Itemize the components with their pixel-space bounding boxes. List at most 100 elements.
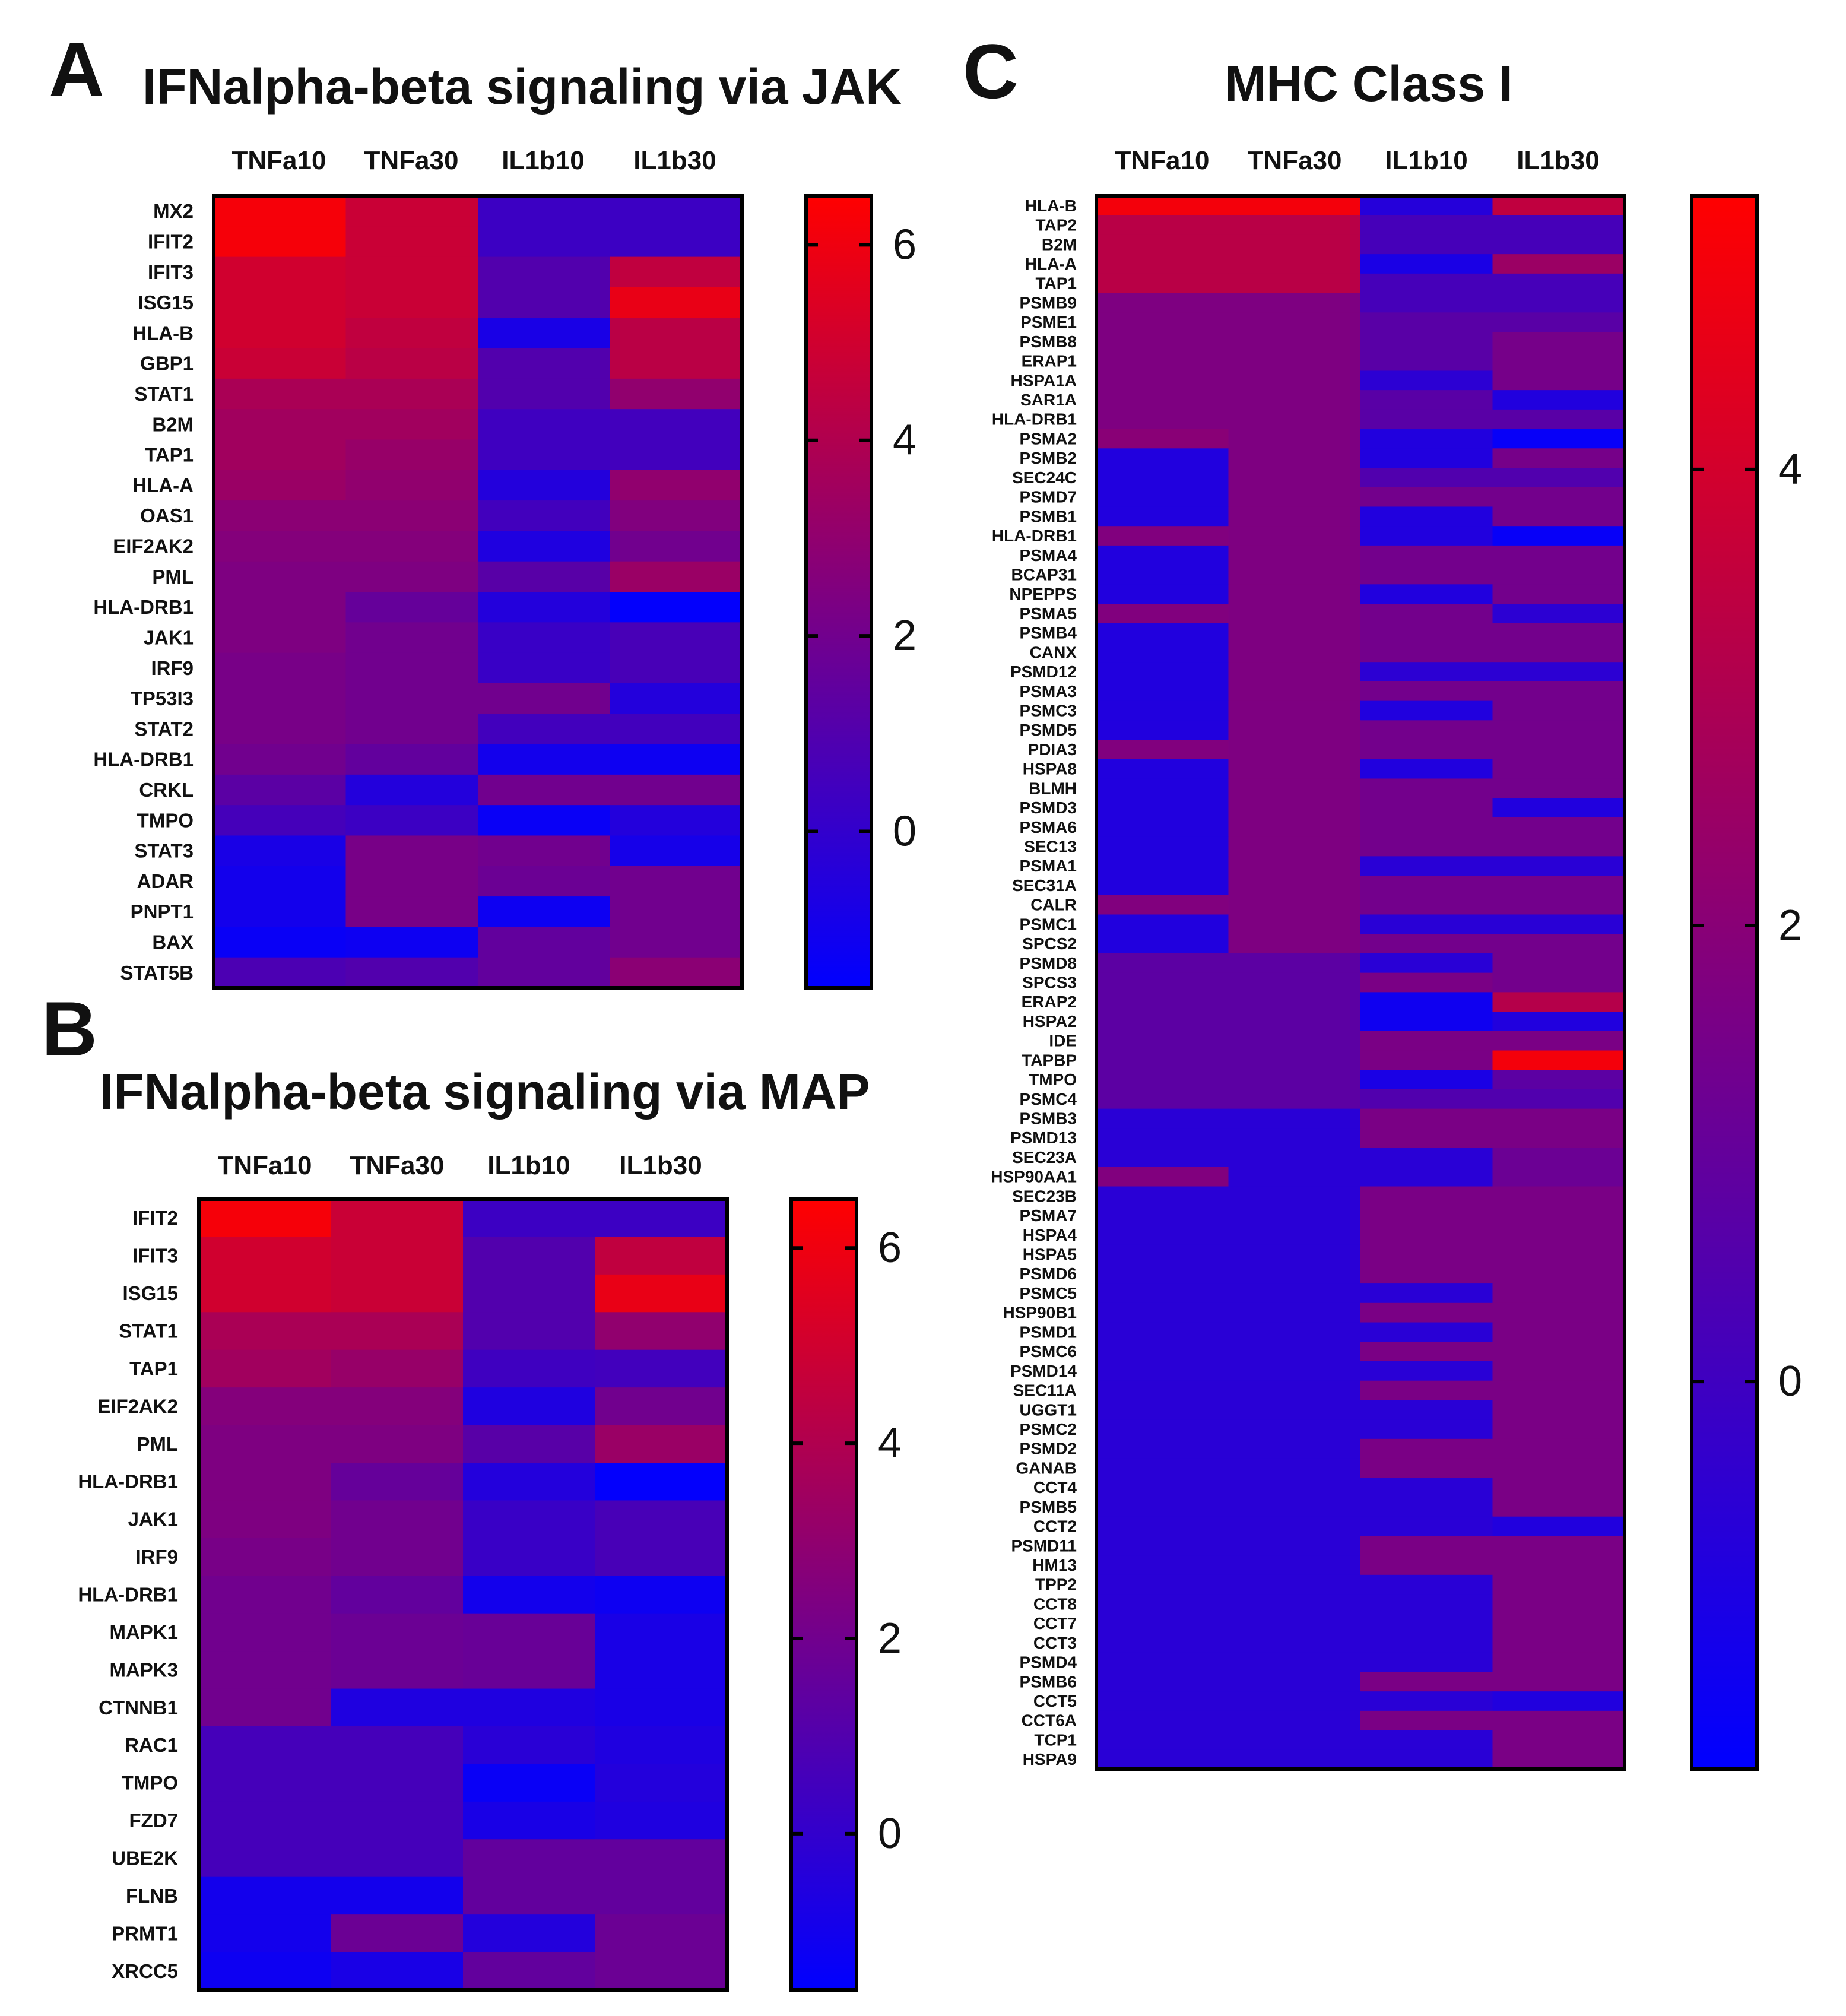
heatmap-cell [331, 1463, 464, 1501]
heatmap-cell [595, 1801, 728, 1840]
heatmap-cell [1360, 254, 1493, 274]
heatmap-cell [595, 1538, 728, 1576]
row-label: HLA-DRB1 [992, 410, 1077, 429]
heatmap-cell [1228, 254, 1361, 274]
heatmap-cell [345, 927, 478, 958]
row-label: PNPT1 [131, 901, 194, 923]
heatmap-cell [199, 1576, 332, 1614]
row-label: BCAP31 [1011, 565, 1077, 584]
heatmap-cell [1360, 1128, 1493, 1148]
heatmap-cell [478, 866, 611, 897]
heatmap-cell [331, 1199, 464, 1238]
heatmap-cell [610, 226, 743, 258]
heatmap-cell [1228, 740, 1361, 760]
row-label: HM13 [1032, 1556, 1077, 1574]
heatmap-cell [331, 1349, 464, 1388]
row-label: CCT6A [1022, 1711, 1077, 1730]
row-label: HLA-B [132, 322, 194, 344]
heatmap-cell [1096, 1322, 1229, 1342]
heatmap-cell [1228, 1264, 1361, 1284]
heatmap-cell [1228, 1555, 1361, 1576]
heatmap-cell [345, 531, 478, 562]
heatmap-cell [1096, 545, 1229, 566]
heatmap-cell [345, 500, 478, 531]
heatmap-cell [1492, 1380, 1625, 1400]
heatmap-cell [1096, 1108, 1229, 1129]
heatmap-cell [1096, 1478, 1229, 1498]
heatmap-cell [610, 866, 743, 897]
heatmap-cell [463, 1387, 596, 1426]
heatmap-cell [1360, 1186, 1493, 1206]
heatmap-cell [478, 927, 611, 958]
heatmap-cell [478, 683, 611, 714]
heatmap-cell [1492, 1361, 1625, 1381]
heatmap-cell [1360, 429, 1493, 449]
heatmap-cell [463, 1688, 596, 1727]
heatmap-cell [1492, 934, 1625, 954]
heatmap-cell [1492, 448, 1625, 468]
panel-c-heatmap-frame [1095, 194, 1626, 1771]
heatmap-cell [478, 318, 611, 349]
heatmap-cell [1360, 972, 1493, 993]
heatmap-cell [1096, 1400, 1229, 1420]
heatmap-cell [1360, 1710, 1493, 1731]
heatmap-cell [199, 1839, 332, 1878]
row-label: PSMB6 [1020, 1672, 1077, 1691]
heatmap-cell [199, 1801, 332, 1840]
heatmap-cell [1360, 1438, 1493, 1459]
heatmap-cell [345, 957, 478, 988]
heatmap-cell [1228, 662, 1361, 682]
heatmap-cell [1228, 1167, 1361, 1187]
heatmap-cell [1492, 1302, 1625, 1323]
heatmap-cell [1492, 1050, 1625, 1070]
heatmap-cell [1228, 1380, 1361, 1400]
heatmap-cell [1360, 1458, 1493, 1478]
row-label: UBE2K [112, 1847, 178, 1869]
heatmap-cell [1360, 1050, 1493, 1070]
heatmap-cell [1096, 856, 1229, 876]
heatmap-cell [214, 470, 347, 501]
row-label: HSP90B1 [1003, 1304, 1077, 1322]
row-label: ERAP1 [1022, 352, 1077, 370]
heatmap-cell [1492, 914, 1625, 934]
heatmap-cell [463, 1576, 596, 1614]
heatmap-cell [1360, 895, 1493, 915]
row-label: TAP1 [129, 1358, 178, 1380]
row-label: CANX [1030, 643, 1077, 661]
heatmap-cell [1492, 1322, 1625, 1342]
heatmap-cell [463, 1952, 596, 1990]
row-label: PSMD4 [1020, 1653, 1077, 1672]
heatmap-cell [1096, 1438, 1229, 1459]
heatmap-cell [595, 1274, 728, 1313]
heatmap-cell [610, 622, 743, 654]
heatmap-cell [1492, 429, 1625, 449]
heatmap-cell [199, 1651, 332, 1689]
heatmap-cell [345, 287, 478, 318]
heatmap-cell [1228, 1516, 1361, 1537]
row-label: SAR1A [1020, 391, 1077, 409]
heatmap-cell [1492, 1108, 1625, 1129]
heatmap-cell [595, 1312, 728, 1351]
row-label: PSMC2 [1020, 1420, 1077, 1438]
heatmap-cell [1492, 1652, 1625, 1673]
colorbar-gradient [804, 194, 873, 990]
heatmap-cell [463, 1764, 596, 1802]
heatmap-cell [1492, 409, 1625, 430]
panel-a-col-label: TNFa30 [364, 146, 459, 175]
heatmap-cell [214, 957, 347, 988]
heatmap-cell [595, 1764, 728, 1802]
heatmap-cell [1492, 1400, 1625, 1420]
heatmap-cell [1096, 1302, 1229, 1323]
heatmap-cell [199, 1688, 332, 1727]
panel-a-col-label: TNFa10 [232, 146, 326, 175]
heatmap-cell [1360, 1672, 1493, 1692]
heatmap-cell [1096, 740, 1229, 760]
heatmap-cell [478, 470, 611, 501]
heatmap-cell [595, 1387, 728, 1426]
panel-b-column-labels: TNFa10 TNFa30 IL1b10 IL1b30 [218, 1151, 702, 1180]
heatmap-cell [1228, 759, 1361, 779]
heatmap-cell [1096, 351, 1229, 372]
heatmap-cell [1228, 1302, 1361, 1323]
heatmap-cell [595, 1576, 728, 1614]
row-label: HLA-A [1025, 255, 1077, 273]
